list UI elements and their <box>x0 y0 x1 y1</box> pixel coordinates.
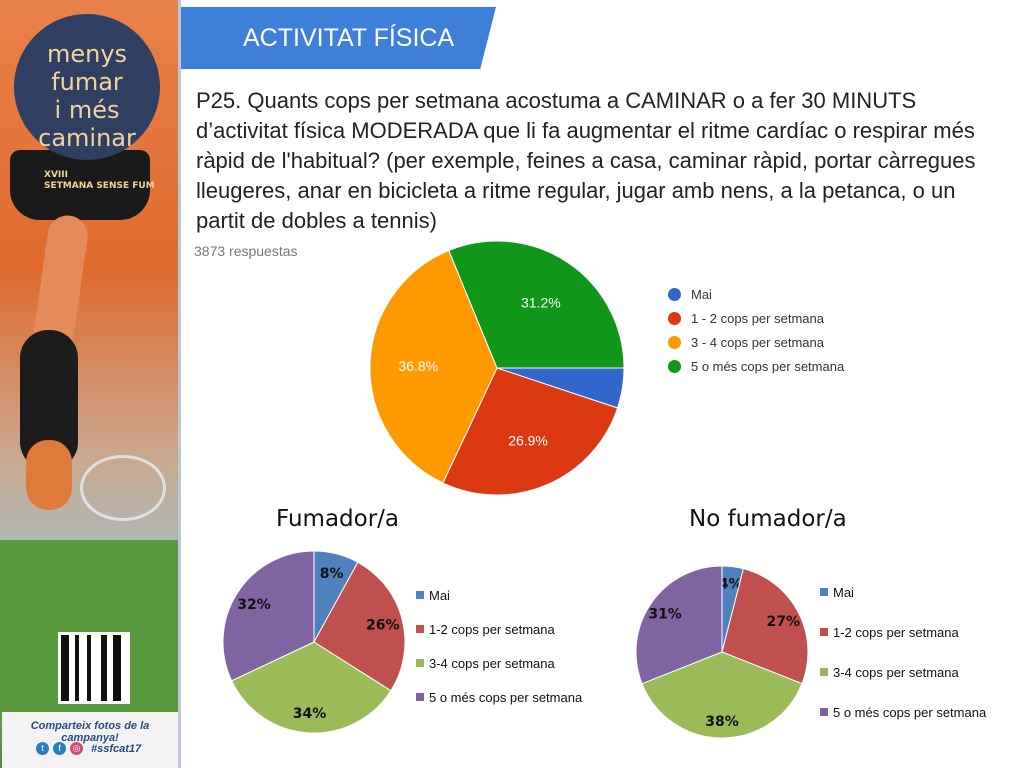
qr-code[interactable] <box>58 632 130 704</box>
legend-swatch <box>820 588 828 596</box>
non-smoker-pie-chart: 4% 27% 38% 31% <box>635 565 809 739</box>
pie-slice-label-2: 38% <box>705 714 739 730</box>
badge-line-1: menys <box>46 40 128 68</box>
pie-slice-label-1: 27% <box>767 614 801 630</box>
instagram-icon[interactable]: ◎ <box>70 742 83 755</box>
banner-divider <box>178 0 181 768</box>
hashtag: #ssfcat17 <box>91 742 142 755</box>
non-smoker-chart-title: No fumador/a <box>689 506 847 532</box>
smoke-swirl <box>80 455 166 521</box>
legend-item-3-4: 3-4 cops per setmana <box>416 646 582 680</box>
legend-swatch <box>668 311 681 325</box>
legend-label: 5 o més cops per setmana <box>429 689 583 705</box>
pie-slice-3 <box>635 565 723 685</box>
pie-slice-3 <box>448 240 625 369</box>
legend-swatch <box>416 659 424 667</box>
legend-swatch <box>820 628 828 636</box>
legend-item-1-2: 1-2 cops per setmana <box>820 612 986 652</box>
legend-item-5-plus: 5 o més cops per setmana <box>416 680 582 714</box>
social-icons: t f ◎ #ssfcat17 <box>36 742 141 755</box>
facebook-icon[interactable]: f <box>53 742 66 755</box>
legend-item-3-4: 3 - 4 cops per setmana <box>668 330 844 354</box>
legend-item-5-plus: 5 o més cops per setmana <box>820 692 986 732</box>
legend-label: 1-2 cops per setmana <box>429 621 555 637</box>
legend-item-3-4: 3-4 cops per setmana <box>820 652 986 692</box>
pie-slice-2 <box>641 651 803 739</box>
pie-slice-label-2: 36.8% <box>398 358 438 374</box>
badge-line-3: i més <box>54 96 120 124</box>
non-smoker-pie-legend: Mai 1-2 cops per setmana 3-4 cops per se… <box>820 572 986 732</box>
legend-swatch <box>668 287 681 301</box>
edition-name: SETMANA SENSE FUM <box>44 181 155 191</box>
legend-swatch <box>820 708 828 716</box>
pie-slice-1 <box>721 568 809 685</box>
main-pie-chart: 26.9% 36.8% 31.2% <box>369 240 625 496</box>
legend-swatch <box>416 625 424 633</box>
badge-line-2: fumar <box>51 68 123 96</box>
legend-label: Mai <box>833 584 854 600</box>
pie-slice-label-0: 4% <box>719 577 743 593</box>
campaign-badge: menys fumar i més caminar <box>14 14 160 160</box>
pie-slice-1 <box>313 561 406 692</box>
share-box: Comparteix fotos de la campanya! t f ◎ #… <box>2 712 178 768</box>
pie-slice-label-3: 32% <box>237 597 271 613</box>
pie-slice-label-1: 26.9% <box>508 432 548 448</box>
legend-item-mai: Mai <box>668 282 844 306</box>
smoker-chart-title: Fumador/a <box>276 506 400 532</box>
smoker-pie-legend: Mai 1-2 cops per setmana 3-4 cops per se… <box>416 578 582 714</box>
twitter-icon[interactable]: t <box>36 742 49 755</box>
share-text: Comparteix fotos de la campanya! <box>30 720 150 744</box>
pie-slice-label-3: 31.2% <box>521 295 561 311</box>
legend-item-mai: Mai <box>820 572 986 612</box>
legend-label: Mai <box>691 286 712 302</box>
legend-swatch <box>416 591 424 599</box>
legend-item-1-2: 1-2 cops per setmana <box>416 612 582 646</box>
pie-slice-2 <box>230 641 392 734</box>
main-pie-legend: Mai 1 - 2 cops per setmana 3 - 4 cops pe… <box>668 282 844 378</box>
campaign-banner: menys fumar i més caminar XVIII SETMANA … <box>0 0 181 768</box>
pie-slice-label-2: 34% <box>293 706 327 722</box>
legend-label: 3-4 cops per setmana <box>429 655 555 671</box>
legend-label: 1 - 2 cops per setmana <box>691 310 824 326</box>
legend-label: 3 - 4 cops per setmana <box>691 334 824 350</box>
edition-number: XVIII <box>44 170 68 180</box>
legend-label: 5 o més cops per setmana <box>833 704 987 720</box>
pie-slice-label-0: 8% <box>320 566 344 582</box>
legend-label: 3-4 cops per setmana <box>833 664 959 680</box>
legend-swatch <box>668 335 681 349</box>
runner-shoe-sole <box>26 440 72 510</box>
pie-slice-2 <box>369 249 498 484</box>
pie-slice-label-3: 31% <box>648 606 682 622</box>
smoker-pie-chart: 8% 26% 34% 32% <box>222 550 406 734</box>
pie-slice-3 <box>222 550 315 682</box>
runner-shorts <box>10 150 150 220</box>
legend-item-mai: Mai <box>416 578 582 612</box>
legend-swatch <box>668 359 681 373</box>
badge-line-4: caminar <box>38 124 136 152</box>
pie-slice-label-1: 26% <box>366 617 400 633</box>
legend-label: 5 o més cops per setmana <box>691 358 845 374</box>
legend-label: 1-2 cops per setmana <box>833 624 959 640</box>
section-header: ACTIVITAT FÍSICA <box>181 7 496 69</box>
question-text: P25. Quants cops per setmana acostuma a … <box>196 88 976 233</box>
legend-swatch <box>416 693 424 701</box>
legend-item-1-2: 1 - 2 cops per setmana <box>668 306 844 330</box>
legend-swatch <box>820 668 828 676</box>
legend-label: Mai <box>429 587 450 603</box>
section-title: ACTIVITAT FÍSICA <box>243 24 455 52</box>
legend-item-5-plus: 5 o més cops per setmana <box>668 354 844 378</box>
edition-label: XVIII SETMANA SENSE FUM <box>44 170 155 192</box>
response-count: 3873 respuestas <box>194 243 298 259</box>
pie-slice-1 <box>442 367 619 496</box>
